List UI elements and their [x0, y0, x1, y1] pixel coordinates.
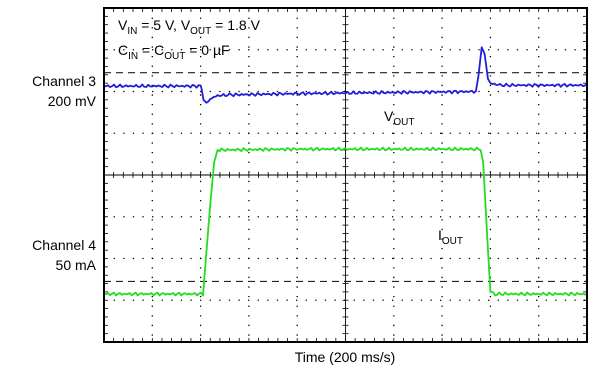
reference-lines [104, 72, 587, 283]
iout-trace-label: IOUT [438, 227, 463, 247]
channel-3-scale: 200 mV [48, 93, 97, 109]
condition-line-2: CIN = COUT = 0 µF [118, 42, 230, 62]
condition-line-1: VIN = 5 V, VOUT = 1.8 V [118, 17, 261, 37]
channel-4-label: Channel 4 [32, 237, 96, 253]
x-axis-label: Time (200 ms/s) [295, 349, 396, 365]
channel-4-scale: 50 mA [56, 257, 97, 273]
vout-trace-label: VOUT [384, 108, 414, 128]
traces [103, 46, 588, 297]
vout-trace [103, 46, 588, 104]
plot-frame [103, 7, 588, 343]
iout-trace [103, 146, 588, 297]
channel-3-label: Channel 3 [32, 73, 96, 89]
